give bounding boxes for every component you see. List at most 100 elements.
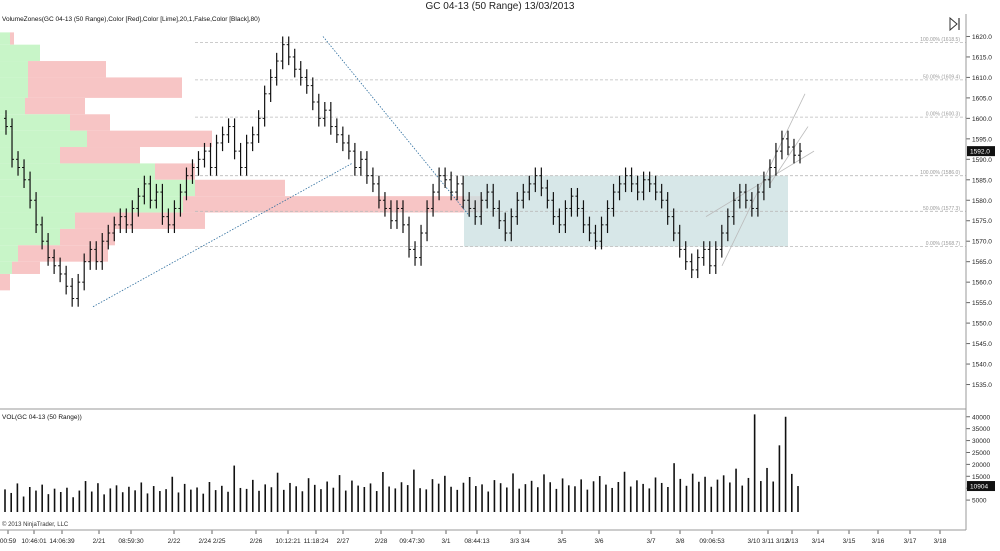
price-bar	[148, 175, 153, 209]
volume-bar	[722, 475, 725, 512]
price-tick-label: 1545.0	[972, 341, 992, 348]
volume-zone-up	[0, 212, 75, 229]
time-tick-label: 2/24 2/25	[198, 538, 225, 545]
volume-bar	[351, 480, 353, 512]
volume-tick-label: 15000	[972, 474, 990, 481]
volume-bar	[313, 484, 316, 512]
volume-bar	[729, 482, 731, 512]
volume-zone-down	[183, 196, 483, 213]
volume-axis: 5000100001500020000250003000035000400001…	[966, 414, 995, 505]
price-bar	[467, 192, 472, 217]
volume-zone-up	[0, 147, 60, 164]
price-bar	[274, 52, 279, 86]
price-bar	[617, 175, 622, 201]
volume-bar	[444, 475, 446, 512]
volume-bar	[561, 478, 564, 512]
volume-zone-up	[0, 44, 40, 62]
time-tick-label: 09:47:30	[399, 538, 425, 545]
price-bar	[647, 171, 652, 193]
price-axis: 1535.0 1540.0 1545.0 1550.0 1555.0 1560.0 1565…	[966, 34, 995, 389]
volume-bar	[506, 487, 508, 512]
volume-zone-down	[28, 61, 106, 78]
price-bar	[4, 110, 8, 135]
price-bar	[749, 192, 754, 217]
price-tick-label: 1595.0	[972, 136, 992, 143]
price-bar	[334, 118, 339, 143]
volume-bar	[66, 487, 68, 512]
volume-bar	[710, 486, 713, 512]
volume-tick-label: 5000	[972, 498, 987, 505]
chart-title: GC 04-13 (50 Range) 13/03/2013	[425, 1, 575, 12]
volume-bar	[580, 479, 582, 512]
volume-bar	[78, 490, 81, 512]
price-bar	[581, 200, 586, 234]
time-tick-label: 3/10 3/11 3/12	[747, 538, 788, 545]
volume-bar	[301, 491, 304, 512]
volume-bar	[462, 482, 465, 512]
volume-bar	[406, 485, 409, 512]
scroll-end-icon[interactable]	[949, 16, 960, 32]
volume-bar	[276, 472, 279, 512]
price-bar	[34, 192, 39, 234]
price-bar	[593, 224, 598, 250]
volume-bar	[59, 492, 62, 512]
fib-level-label: 100.00% (1586.0)	[920, 170, 960, 176]
price-tick-label: 1560.0	[972, 280, 992, 287]
price-bar	[629, 167, 634, 193]
volume-bar	[388, 486, 390, 512]
price-bar	[58, 257, 63, 283]
volume-bar	[400, 482, 403, 512]
volume-bar	[475, 486, 477, 512]
volume-bar	[629, 486, 632, 512]
price-bar	[509, 208, 514, 242]
price-bar	[503, 212, 508, 242]
volume-bar	[233, 465, 236, 512]
price-bar	[268, 69, 273, 102]
price-bar	[479, 192, 484, 225]
volume-bar	[47, 494, 50, 512]
volume-zone-up	[0, 77, 28, 98]
volume-bar	[140, 482, 143, 512]
price-tick-label: 1565.0	[972, 259, 992, 266]
volume-bar	[227, 491, 229, 512]
price-bar	[677, 224, 682, 258]
volume-zone-down	[87, 130, 212, 148]
volume-bar	[357, 485, 359, 512]
volume-bar	[648, 488, 651, 512]
time-tick-label: 3/18	[934, 538, 947, 545]
volume-bar	[252, 479, 254, 512]
price-bar	[731, 192, 736, 225]
price-bar	[346, 134, 351, 160]
volume-bar	[84, 481, 87, 512]
volume-bar	[245, 488, 248, 512]
volume-bar	[499, 483, 502, 512]
volume-bar	[784, 416, 787, 512]
price-bar	[545, 179, 550, 209]
volume-bar	[369, 483, 372, 512]
volume-bar	[382, 472, 384, 512]
volume-bar	[605, 484, 607, 512]
volume-bar	[214, 490, 217, 512]
time-tick-label: 2/22	[168, 538, 181, 545]
price-bar	[316, 93, 321, 127]
price-bar	[172, 200, 177, 234]
price-bars	[4, 36, 802, 307]
price-bar	[364, 151, 369, 184]
time-tick-label: 3/1	[441, 538, 450, 545]
volume-bar	[778, 445, 781, 512]
price-bar	[701, 241, 706, 266]
volume-bar	[493, 480, 496, 512]
price-bar	[376, 175, 381, 209]
price-bar	[491, 183, 496, 217]
price-bar	[88, 241, 93, 270]
volume-bar	[22, 496, 25, 512]
volume-bar	[797, 486, 799, 512]
volume-zone-down	[75, 212, 205, 229]
volume-zone-up	[0, 179, 195, 197]
volume-bar	[4, 489, 6, 512]
price-bar	[755, 183, 760, 217]
price-bar	[671, 208, 676, 242]
price-bar	[798, 142, 802, 164]
fib-level-label: 100.00% (1618.5)	[920, 37, 960, 43]
price-bar	[52, 249, 57, 274]
